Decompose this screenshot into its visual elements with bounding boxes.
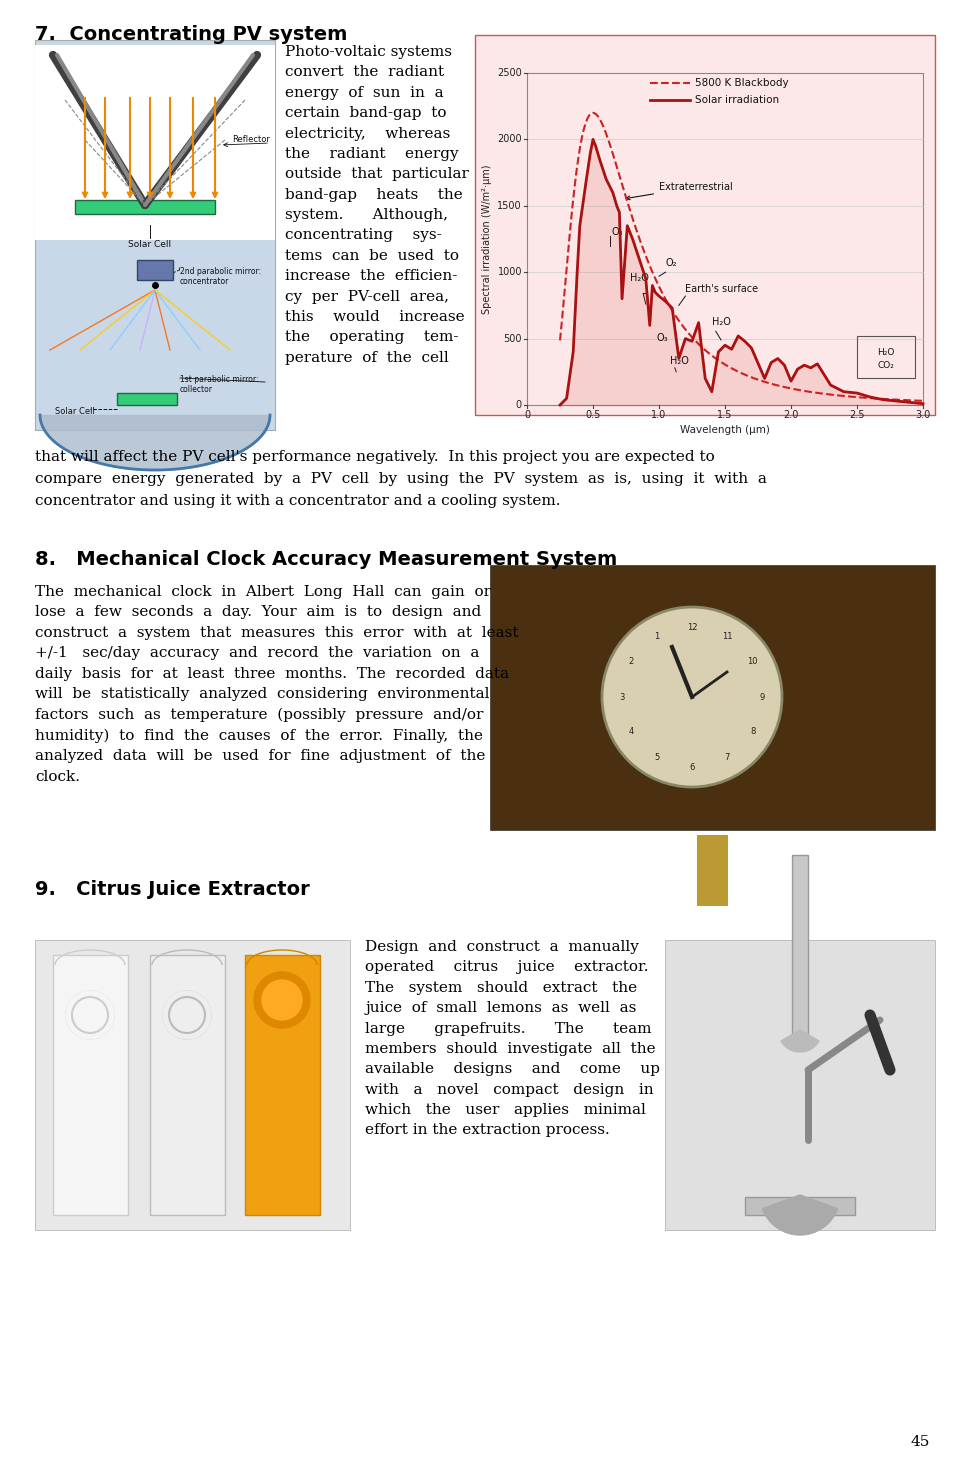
Wedge shape (780, 1029, 819, 1053)
Text: 11: 11 (722, 632, 732, 641)
Text: 2500: 2500 (497, 69, 522, 77)
Text: 0: 0 (524, 410, 530, 420)
Bar (117, 393, 177, 404)
Circle shape (254, 972, 310, 1028)
Text: 2.0: 2.0 (783, 410, 799, 420)
Text: 7: 7 (724, 753, 730, 762)
Circle shape (163, 991, 211, 1040)
Text: 2000: 2000 (497, 134, 522, 145)
Text: 4: 4 (629, 727, 634, 736)
Bar (792, 856, 808, 1035)
Text: 1: 1 (655, 632, 660, 641)
Text: 0: 0 (516, 400, 522, 410)
Text: compare  energy  generated  by  a  PV  cell  by  using  the  PV  system  as  is,: compare energy generated by a PV cell by… (35, 472, 767, 486)
Text: 1.5: 1.5 (717, 410, 732, 420)
Text: Design  and  construct  a  manually
operated    citrus    juice    extractor.
Th: Design and construct a manually operated… (365, 940, 660, 1137)
Text: Earth's surface: Earth's surface (685, 285, 758, 293)
Text: O₃: O₃ (612, 226, 623, 237)
Text: 2.5: 2.5 (850, 410, 865, 420)
Text: CO₂: CO₂ (877, 361, 895, 369)
Text: Spectral irradiation (W/m²·μm): Spectral irradiation (W/m²·μm) (482, 165, 492, 314)
Text: 1500: 1500 (497, 201, 522, 210)
Text: 1000: 1000 (497, 267, 522, 277)
Text: Solar Cell: Solar Cell (55, 406, 95, 416)
Text: H₂O: H₂O (669, 356, 688, 366)
Bar (35, 940, 350, 1229)
Text: 9.   Citrus Juice Extractor: 9. Citrus Juice Extractor (35, 880, 310, 899)
Wedge shape (762, 1194, 837, 1235)
Bar (857, 336, 915, 378)
Text: H₂O: H₂O (877, 347, 895, 356)
Circle shape (66, 991, 114, 1040)
Text: 500: 500 (503, 333, 522, 343)
Text: 0.5: 0.5 (586, 410, 601, 420)
Text: concentrator and using it with a concentrator and a cooling system.: concentrator and using it with a concent… (35, 493, 561, 508)
Bar (665, 940, 935, 1229)
Text: 2: 2 (629, 657, 634, 667)
Text: Photo-voltaic systems
convert  the  radiant
energy  of  sun  in  a
certain  band: Photo-voltaic systems convert the radian… (285, 45, 468, 365)
Text: 2nd parabolic mirror:
concentrator: 2nd parabolic mirror: concentrator (180, 267, 261, 286)
Text: 8.   Mechanical Clock Accuracy Measurement System: 8. Mechanical Clock Accuracy Measurement… (35, 550, 617, 569)
Bar (475, 35, 935, 415)
Text: H₂O: H₂O (711, 317, 731, 327)
Bar (75, 200, 215, 215)
Text: 12: 12 (686, 622, 697, 632)
Circle shape (602, 607, 782, 787)
Text: H₂O: H₂O (630, 273, 649, 283)
Text: 10: 10 (748, 657, 757, 667)
Text: 1.0: 1.0 (652, 410, 666, 420)
Bar (490, 565, 935, 829)
Text: 8: 8 (750, 727, 756, 736)
Text: The  mechanical  clock  in  Albert  Long  Hall  can  gain  or
lose  a  few  seco: The mechanical clock in Albert Long Hall… (35, 585, 518, 784)
Text: 3: 3 (619, 692, 625, 701)
Bar (35, 39, 275, 431)
Circle shape (687, 726, 737, 775)
Text: 1st parabolic mirror:
collector: 1st parabolic mirror: collector (180, 375, 258, 394)
Text: 5: 5 (655, 753, 660, 762)
Text: that will affect the PV cell's performance negatively.  In this project you are : that will affect the PV cell's performan… (35, 450, 715, 464)
Text: 5800 K Blackbody: 5800 K Blackbody (695, 77, 788, 88)
Bar (35, 45, 275, 239)
Text: O₂: O₂ (665, 257, 677, 267)
Bar (245, 955, 320, 1215)
Bar (150, 955, 225, 1215)
Bar (745, 1197, 855, 1215)
Text: 6: 6 (689, 762, 695, 771)
Circle shape (163, 991, 211, 1040)
Text: Solar irradiation: Solar irradiation (695, 95, 780, 105)
Text: Solar Cell: Solar Cell (129, 239, 172, 250)
Text: Reflector: Reflector (232, 136, 270, 145)
Text: Extraterrestrial: Extraterrestrial (626, 182, 732, 200)
Text: 3.0: 3.0 (916, 410, 930, 420)
Text: 7.  Concentrating PV system: 7. Concentrating PV system (35, 25, 348, 44)
Bar (137, 260, 173, 280)
Text: O₃: O₃ (657, 333, 668, 343)
Text: 45: 45 (911, 1435, 930, 1448)
Bar (53, 955, 128, 1215)
Circle shape (262, 980, 302, 1021)
Text: 9: 9 (759, 692, 764, 701)
Bar (697, 835, 727, 905)
Bar (527, 73, 923, 404)
Circle shape (66, 991, 114, 1040)
Text: Wavelength (μm): Wavelength (μm) (680, 425, 770, 435)
